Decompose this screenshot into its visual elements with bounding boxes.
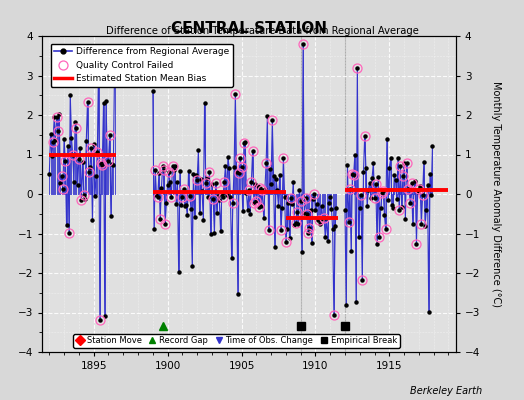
Y-axis label: Monthly Temperature Anomaly Difference (°C): Monthly Temperature Anomaly Difference (… [492,81,501,307]
Legend: Station Move, Record Gap, Time of Obs. Change, Empirical Break: Station Move, Record Gap, Time of Obs. C… [73,334,400,348]
Text: Berkeley Earth: Berkeley Earth [410,386,482,396]
Title: CENTRAL STATION: CENTRAL STATION [171,21,327,36]
Text: Difference of Station Temperature Data from Regional Average: Difference of Station Temperature Data f… [105,26,419,36]
